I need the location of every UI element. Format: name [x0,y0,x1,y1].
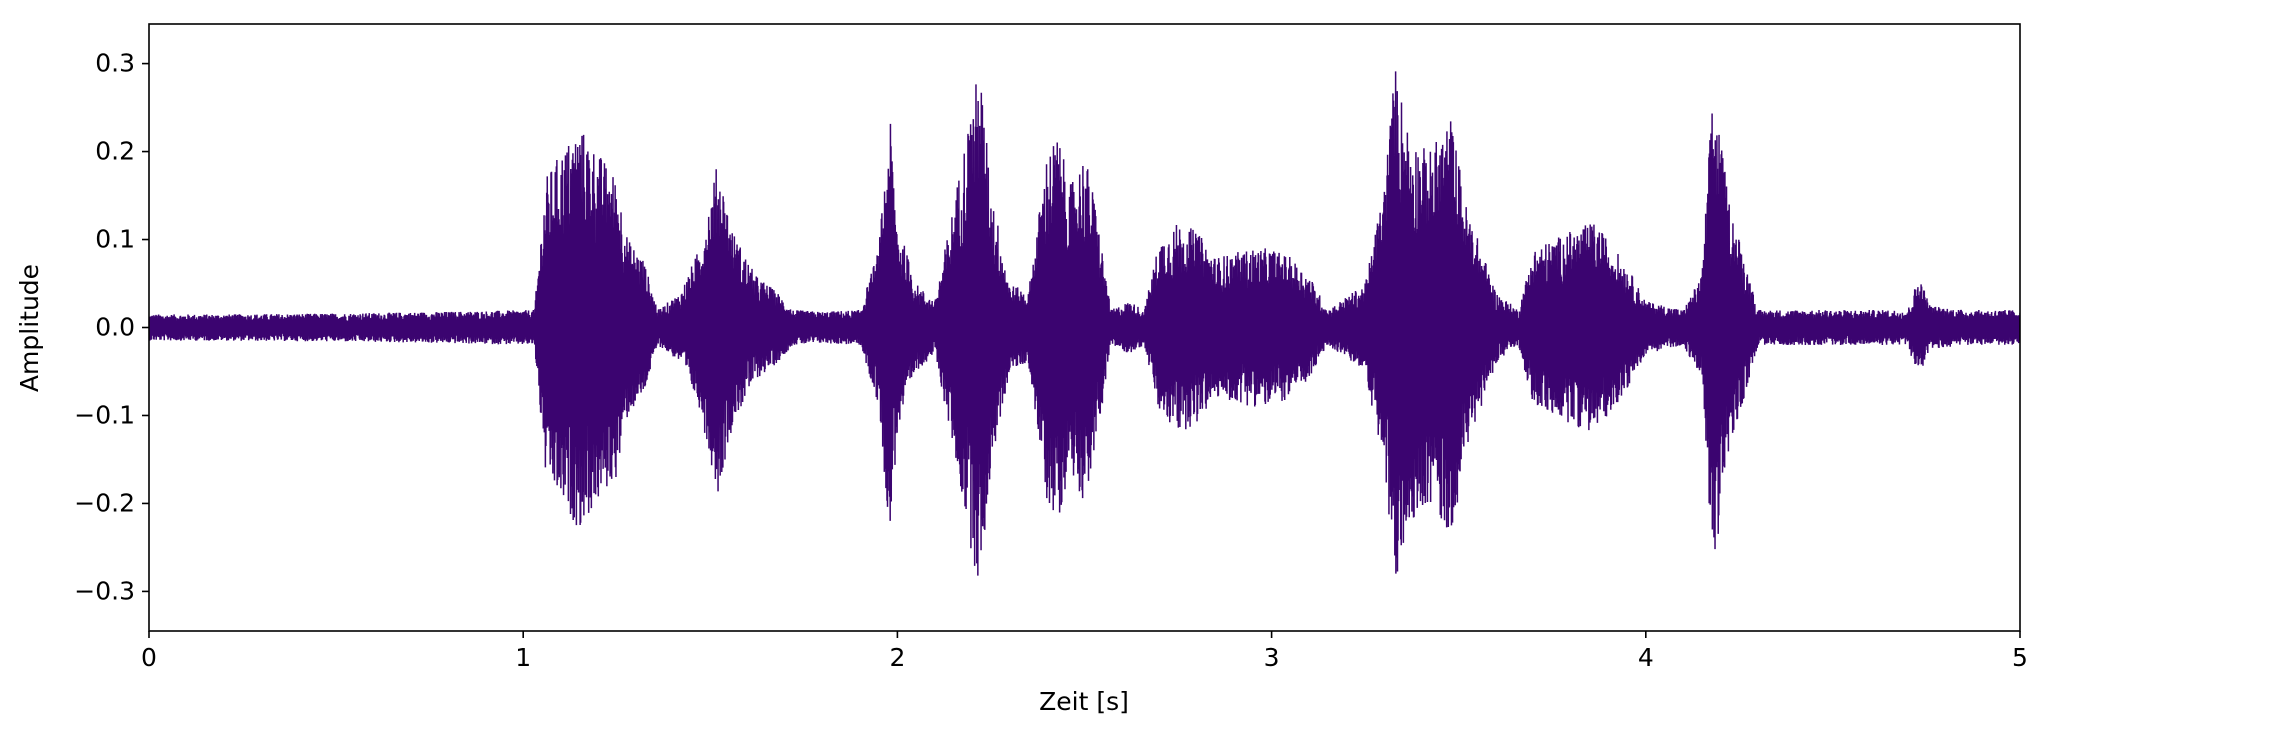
y-tick-label: −0.1 [74,400,135,429]
x-axis: 0 1 2 3 4 5 [141,631,2028,672]
y-tick-label: 0.3 [95,49,135,78]
x-tick-label: 1 [515,643,531,672]
waveform-line [149,71,2020,576]
waveform-series [149,71,2020,576]
x-tick-label: 4 [1638,643,1654,672]
x-tick-label: 2 [889,643,905,672]
x-tick-label: 3 [1264,643,1280,672]
y-tick-label: 0.1 [95,225,135,254]
x-axis-label: Zeit [s] [1039,687,1129,716]
y-tick-label: 0.2 [95,137,135,166]
y-axis: −0.3 −0.2 −0.1 0.0 0.1 0.2 0.3 [74,49,149,605]
y-tick-label: −0.2 [74,488,135,517]
y-tick-label: 0.0 [95,313,135,342]
y-axis-label: Amplitude [15,264,44,392]
x-tick-label: 0 [141,643,157,672]
y-tick-label: −0.3 [74,576,135,605]
x-tick-label: 5 [2012,643,2028,672]
